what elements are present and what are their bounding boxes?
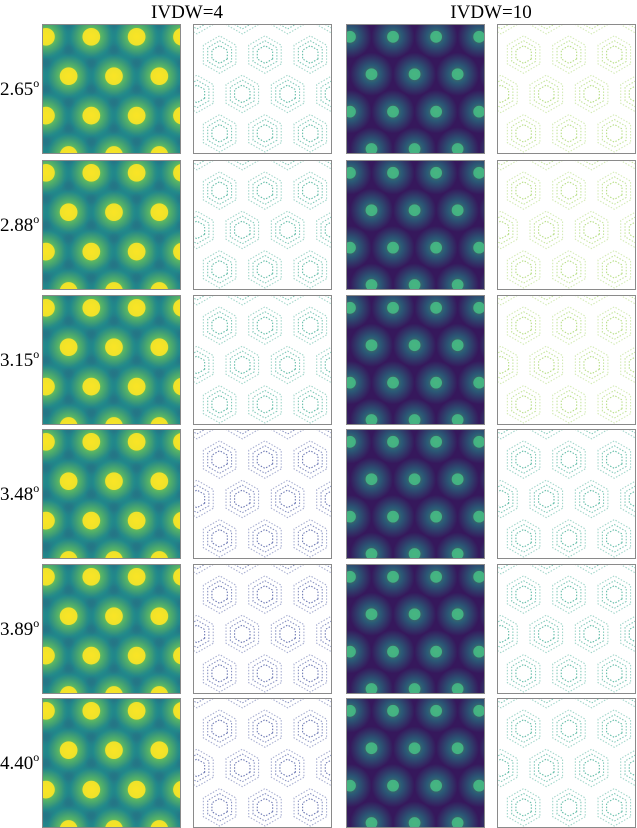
heatmap-panel <box>42 295 181 425</box>
vector-field-image <box>194 565 331 693</box>
heatmap-panel <box>42 698 181 828</box>
heatmap-image <box>347 25 484 153</box>
vector-field-image <box>194 699 331 827</box>
degree-symbol: o <box>33 481 40 495</box>
angle-value: 3.15 <box>0 350 34 371</box>
heatmap-image <box>347 699 484 827</box>
column-header-ivdw4: IVDW=4 <box>151 2 223 23</box>
row-label-angle: 3.89o <box>0 616 42 641</box>
vector-field-panel <box>497 698 636 828</box>
vector-field-panel <box>497 24 636 154</box>
vector-field-panel <box>193 698 332 828</box>
heatmap-panel <box>42 160 181 290</box>
heatmap-panel <box>346 698 485 828</box>
heatmap-image <box>43 296 180 424</box>
vector-field-panel <box>193 564 332 694</box>
heatmap-panel <box>42 429 181 559</box>
heatmap-panel <box>42 564 181 694</box>
vector-field-image <box>498 699 635 827</box>
heatmap-image <box>347 161 484 289</box>
angle-value: 2.65 <box>0 79 34 100</box>
heatmap-panel <box>346 429 485 559</box>
vector-field-image <box>194 25 331 153</box>
row-label-angle: 2.88o <box>0 212 42 237</box>
vector-field-image <box>498 430 635 558</box>
row-label-angle: 4.40o <box>0 750 42 775</box>
vector-field-panel <box>497 160 636 290</box>
vector-field-image <box>498 565 635 693</box>
angle-value: 4.40 <box>0 753 34 774</box>
heatmap-image <box>347 565 484 693</box>
vector-field-panel <box>497 429 636 559</box>
angle-value: 2.88 <box>0 215 34 236</box>
row-label-angle: 3.48o <box>0 481 42 506</box>
vector-field-panel <box>497 295 636 425</box>
heatmap-image <box>43 25 180 153</box>
angle-value: 3.48 <box>0 484 34 505</box>
vector-field-image <box>194 296 331 424</box>
heatmap-image <box>43 565 180 693</box>
column-header-ivdw10: IVDW=10 <box>450 2 532 23</box>
degree-symbol: o <box>33 750 40 764</box>
vector-field-panel <box>497 564 636 694</box>
vector-field-panel <box>193 24 332 154</box>
heatmap-image <box>43 699 180 827</box>
vector-field-image <box>498 161 635 289</box>
vector-field-image <box>194 161 331 289</box>
degree-symbol: o <box>33 212 40 226</box>
vector-field-panel <box>193 160 332 290</box>
row-label-angle: 2.65o <box>0 76 42 101</box>
vector-field-image <box>498 25 635 153</box>
vector-field-image <box>498 296 635 424</box>
degree-symbol: o <box>33 616 40 630</box>
heatmap-panel <box>346 160 485 290</box>
heatmap-panel <box>346 295 485 425</box>
vector-field-image <box>194 430 331 558</box>
vector-field-panel <box>193 429 332 559</box>
vector-field-panel <box>193 295 332 425</box>
degree-symbol: o <box>33 347 40 361</box>
angle-value: 3.89 <box>0 619 34 640</box>
heatmap-image <box>43 430 180 558</box>
heatmap-image <box>347 296 484 424</box>
heatmap-panel <box>346 564 485 694</box>
degree-symbol: o <box>33 76 40 90</box>
heatmap-image <box>347 430 484 558</box>
heatmap-image <box>43 161 180 289</box>
heatmap-panel <box>346 24 485 154</box>
heatmap-panel <box>42 24 181 154</box>
row-label-angle: 3.15o <box>0 347 42 372</box>
